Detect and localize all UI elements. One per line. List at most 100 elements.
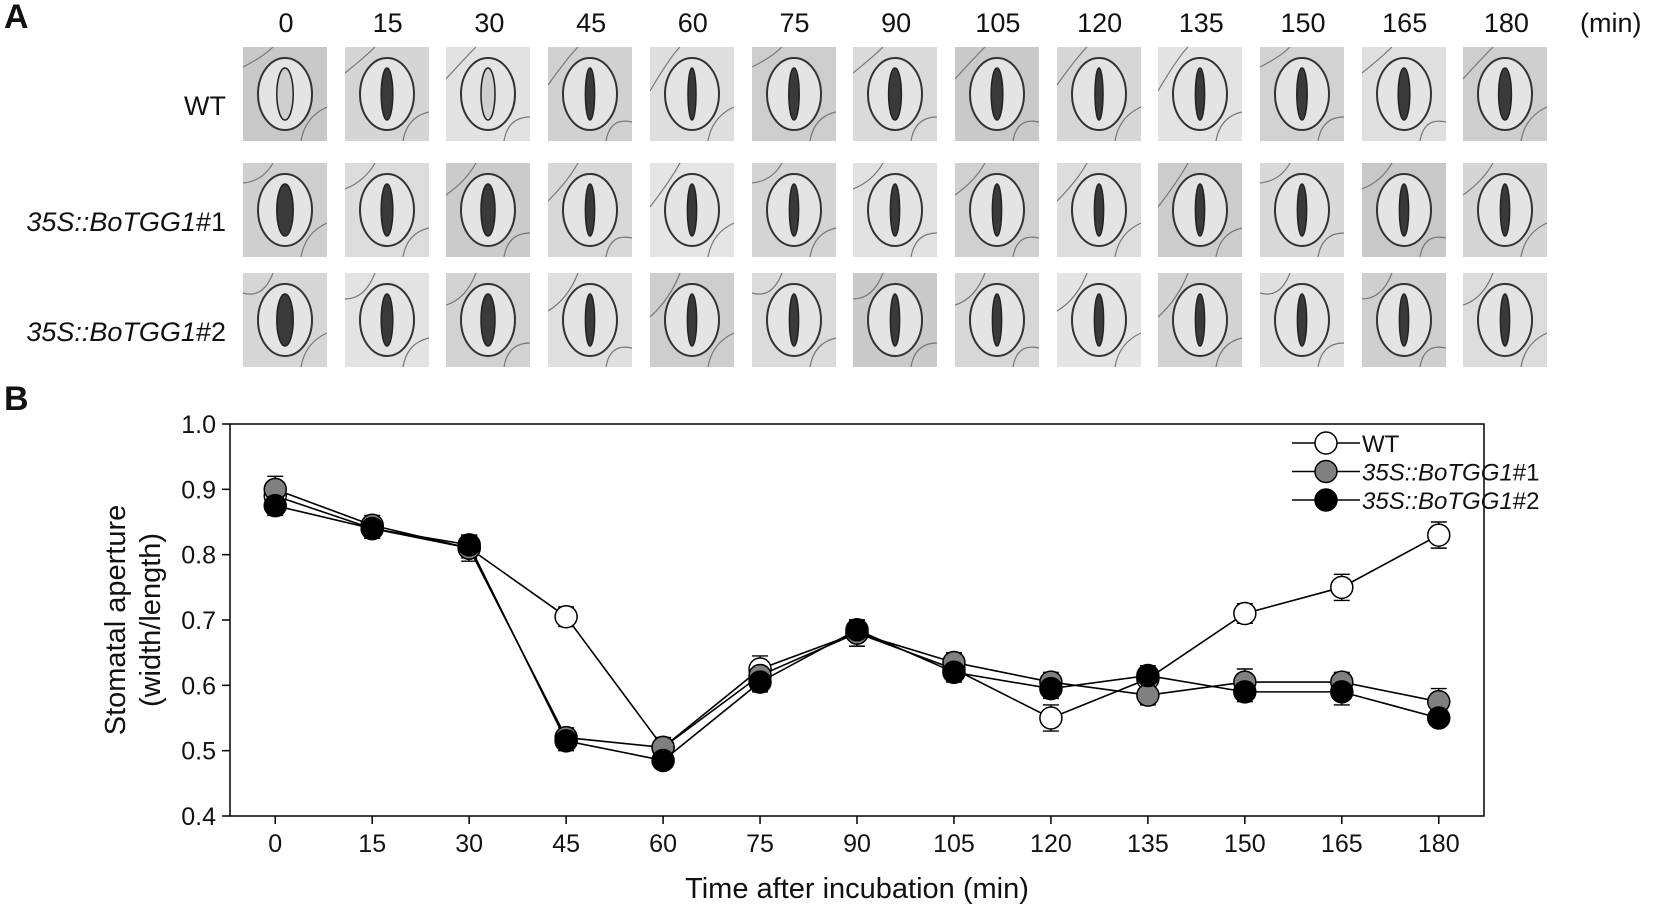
legend-label: WT xyxy=(1362,431,1400,458)
stomata-image xyxy=(243,47,327,141)
stomata-image xyxy=(446,47,531,141)
data-point xyxy=(1427,706,1451,730)
stomata-image xyxy=(1260,273,1344,367)
y-axis-title: (width/length) xyxy=(135,533,167,707)
time-point-label: 150 xyxy=(1280,8,1326,38)
stomata-image xyxy=(751,47,836,141)
stomata-image xyxy=(649,273,734,367)
y-tick-label: 0.5 xyxy=(181,738,216,766)
data-point xyxy=(1233,601,1257,626)
y-tick-label: 0.9 xyxy=(181,476,216,504)
x-tick-label: 0 xyxy=(268,830,282,858)
stomata-image xyxy=(344,273,429,367)
data-point xyxy=(554,604,578,629)
data-point xyxy=(1039,706,1063,730)
stomata-image xyxy=(1158,47,1243,141)
stomata-image xyxy=(1463,47,1548,141)
legend-marker xyxy=(1314,431,1338,455)
stomata-image xyxy=(954,273,1039,367)
data-point xyxy=(457,533,481,557)
time-point-label: 180 xyxy=(1483,8,1529,38)
time-point-label: 165 xyxy=(1382,8,1428,38)
legend-marker xyxy=(1314,488,1338,512)
stomata-image xyxy=(1260,47,1344,141)
x-tick-label: 45 xyxy=(552,830,580,858)
time-point-label: 30 xyxy=(474,8,505,38)
x-tick-label: 15 xyxy=(358,830,386,858)
x-tick-label: 30 xyxy=(455,830,483,858)
row-label-suffix: #2 xyxy=(195,317,226,347)
x-tick-label: 120 xyxy=(1030,830,1072,858)
stomata-image xyxy=(751,163,836,257)
y-tick-label: 0.8 xyxy=(181,542,216,570)
stomata-image xyxy=(344,47,429,141)
stomata-image xyxy=(954,47,1039,141)
stomata-image xyxy=(548,47,633,141)
legend-label-italic: 35S::BoTGG1 xyxy=(1362,488,1513,515)
data-point xyxy=(748,670,772,694)
data-point xyxy=(651,748,675,773)
stomata-image xyxy=(243,163,327,257)
data-point xyxy=(942,660,966,685)
data-point xyxy=(1330,575,1354,600)
stomata-image xyxy=(1056,47,1141,141)
stomata-image xyxy=(853,273,938,367)
data-point xyxy=(1330,680,1354,704)
data-point xyxy=(1427,523,1451,547)
genotype-row-label: WT xyxy=(0,91,226,122)
data-point xyxy=(263,493,287,518)
time-point-label: 135 xyxy=(1178,8,1224,38)
legend-label-suffix: #1 xyxy=(1513,460,1540,487)
genotype-row-label: 35S::BoTGG1#1 xyxy=(0,207,226,238)
y-axis-title: Stomatal aperture xyxy=(100,505,132,736)
stomata-image xyxy=(243,273,327,367)
data-point xyxy=(1233,680,1257,704)
time-point-label: 75 xyxy=(779,8,810,38)
stomata-image xyxy=(853,163,938,257)
x-tick-label: 75 xyxy=(746,830,774,858)
stomata-image xyxy=(1158,273,1243,367)
x-tick-label: 150 xyxy=(1224,830,1266,858)
row-label-plain: WT xyxy=(184,91,226,121)
time-point-label: 90 xyxy=(881,8,912,38)
data-point xyxy=(1039,676,1063,701)
data-point xyxy=(845,618,869,642)
stomata-image xyxy=(751,273,836,367)
y-tick-label: 0.7 xyxy=(181,607,216,635)
legend-label: 35S::BoTGG1#1 xyxy=(1362,460,1539,487)
y-tick-label: 0.6 xyxy=(181,672,216,700)
time-unit-label: (min) xyxy=(1580,8,1642,38)
y-tick-label: 1.0 xyxy=(181,411,216,439)
time-point-label: 60 xyxy=(677,8,708,38)
y-tick-label: 0.4 xyxy=(181,803,216,831)
legend-label-text: WT xyxy=(1362,431,1400,458)
stomata-image xyxy=(649,163,734,257)
stomata-image xyxy=(1056,163,1141,257)
data-point xyxy=(1136,683,1160,707)
legend-label-suffix: #2 xyxy=(1513,488,1540,515)
row-label-italic: 35S::BoTGG1 xyxy=(26,317,196,347)
stomata-image xyxy=(1361,47,1446,141)
stomata-image xyxy=(853,47,938,141)
stomata-image xyxy=(1463,163,1548,257)
x-tick-label: 135 xyxy=(1127,830,1169,858)
legend-label-italic: 35S::BoTGG1 xyxy=(1362,460,1513,487)
panel-a-label: A xyxy=(4,0,29,36)
x-axis-title: Time after incubation (min) xyxy=(685,873,1029,905)
stomata-image xyxy=(1463,273,1548,367)
stomata-image xyxy=(649,47,734,141)
stomata-image xyxy=(1158,163,1243,257)
time-point-label: 0 xyxy=(278,8,294,38)
data-point xyxy=(360,516,384,541)
stomata-image xyxy=(548,273,633,367)
data-point xyxy=(1136,663,1160,688)
stomata-image xyxy=(1361,273,1446,367)
genotype-row-label: 35S::BoTGG1#2 xyxy=(0,317,226,348)
x-tick-label: 180 xyxy=(1418,830,1460,858)
x-tick-label: 105 xyxy=(933,830,975,858)
data-point xyxy=(554,729,578,753)
time-point-label: 120 xyxy=(1077,8,1123,38)
time-point-label: 15 xyxy=(372,8,403,38)
stomata-image xyxy=(548,163,633,257)
